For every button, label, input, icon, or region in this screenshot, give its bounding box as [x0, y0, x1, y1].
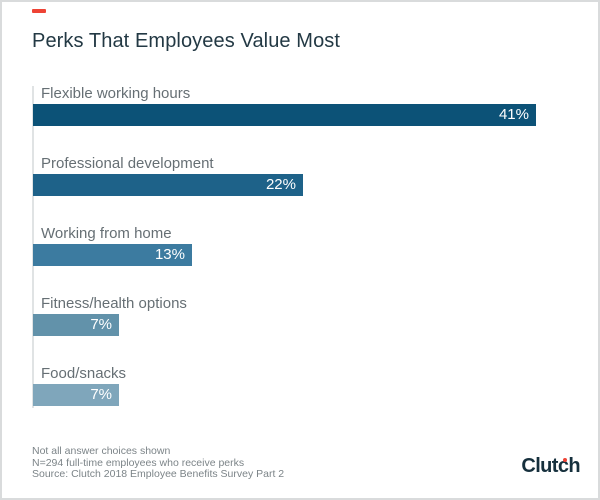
footnote-line: Source: Clutch 2018 Employee Benefits Su…	[32, 468, 285, 480]
bar-category-label: Working from home	[41, 225, 172, 242]
bar: 22%	[33, 174, 303, 196]
bar-row: Fitness/health options 7%	[33, 294, 573, 364]
footnote-line: Not all answer choices shown	[32, 445, 171, 457]
bar-row: Working from home 13%	[33, 224, 573, 294]
footnotes: Not all answer choices shown N=294 full-…	[32, 445, 285, 481]
footnote-line: N=294 full-time employees who receive pe…	[32, 456, 245, 469]
y-axis-line	[32, 86, 34, 408]
bar-row: Food/snacks 7%	[33, 364, 573, 434]
bar: 7%	[33, 314, 119, 336]
bar-row: Flexible working hours 41%	[33, 84, 573, 154]
bar-category-label: Flexible working hours	[41, 85, 191, 102]
bar-value-label: 22%	[265, 176, 296, 193]
clutch-logo: Clutch	[521, 455, 580, 478]
bar: 7%	[33, 384, 119, 406]
bar-value-label: 7%	[90, 316, 112, 333]
bar-value-label: 7%	[90, 386, 112, 403]
brand-accent-dash	[32, 9, 46, 13]
chart-title: Perks That Employees Value Most	[32, 30, 341, 52]
bar-category-label: Fitness/health options	[41, 295, 187, 312]
bar-category-label: Professional development	[41, 155, 214, 172]
bar-value-label: 13%	[154, 246, 185, 263]
bar: 41%	[33, 104, 536, 126]
bar: 13%	[33, 244, 192, 266]
clutch-logo-text: Clutch	[521, 455, 580, 477]
clutch-logo-red-dot	[562, 457, 567, 462]
bar-value-label: 41%	[498, 106, 529, 123]
bar-category-label: Food/snacks	[41, 365, 127, 382]
bar-chart: Flexible working hours 41% Professional de…	[33, 84, 573, 434]
bar-row: Professional development 22%	[33, 154, 573, 224]
